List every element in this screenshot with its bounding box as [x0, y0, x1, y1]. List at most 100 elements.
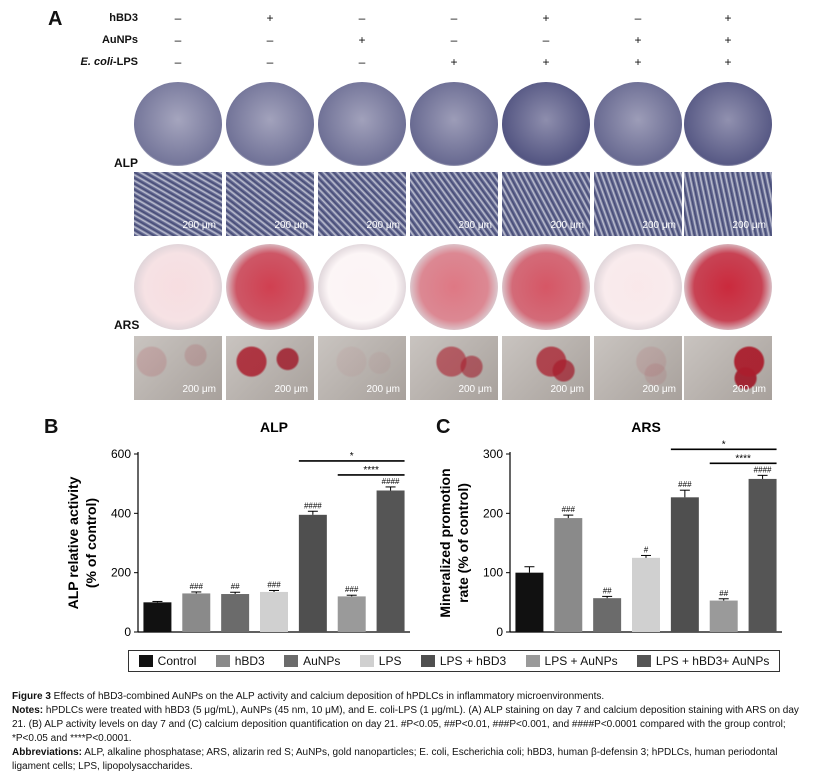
ars-sig-label: ####: [754, 465, 772, 474]
treatment-sign: –: [450, 11, 458, 25]
alp-sig-label: ###: [267, 580, 281, 589]
ars-micrograph: 200 μm: [134, 336, 222, 400]
ars-y-tick-label: 100: [483, 566, 503, 580]
alp-y-tick-label: 600: [111, 447, 131, 461]
ars-sig-bracket-label: ****: [735, 453, 751, 464]
panel-a-letter: A: [48, 8, 63, 30]
alp-bar-6: [376, 490, 405, 632]
ars-bar-2: [593, 598, 622, 632]
ars-y-tick-label: 200: [483, 506, 503, 520]
scale-bar-label: 200 μm: [642, 220, 676, 231]
ars-sig-label: ###: [562, 505, 576, 514]
ars-well-image: [594, 244, 682, 330]
ars-well-image: [318, 244, 406, 330]
scale-bar-label: 200 μm: [182, 220, 216, 231]
alp-y-axis-label: (% of control): [83, 498, 99, 588]
ars-y-axis-label: rate (% of control): [455, 483, 471, 603]
treatment-sign: –: [266, 55, 274, 69]
treatment-sign: +: [542, 55, 550, 69]
treatment-sign: +: [724, 55, 732, 69]
scale-bar-label: 200 μm: [642, 384, 676, 395]
scale-bar-label: 200 μm: [732, 220, 766, 231]
legend-label: hBD3: [234, 654, 265, 668]
legend-label: AuNPs: [303, 654, 341, 668]
treatment-sign: –: [174, 11, 182, 25]
treatment-sign: –: [450, 33, 458, 47]
ars-y-axis-label: Mineralized promotion: [437, 468, 453, 617]
caption-figure-line: Figure 3 Effects of hBD3-combined AuNPs …: [12, 690, 808, 704]
alp-sig-label: ####: [304, 501, 322, 510]
treatment-sign: +: [358, 33, 366, 47]
legend-label: Control: [157, 654, 197, 668]
treatment-sign: –: [634, 11, 642, 25]
ars-sig-label: #: [644, 545, 649, 554]
legend-item: LPS + hBD3: [420, 654, 507, 668]
ars-sig-label: ##: [719, 589, 728, 598]
caption-abbr-label: Abbreviations:: [12, 747, 83, 758]
caption-notes-label: Notes:: [12, 705, 44, 716]
legend-swatch: [215, 655, 230, 667]
caption-figure-label: Figure 3: [12, 691, 51, 702]
alp-row-label: ALP: [114, 156, 138, 170]
ars-bar-6: [748, 478, 777, 632]
alp-bar-4: [298, 514, 327, 632]
scale-bar-label: 200 μm: [458, 220, 492, 231]
ars-sig-label: ###: [678, 480, 692, 489]
treatment-sign: +: [634, 55, 642, 69]
caption-notes-line: Notes: hPDLCs were treated with hBD3 (5 …: [12, 704, 808, 746]
legend-item: LPS + hBD3+ AuNPs: [636, 654, 769, 668]
alp-micrograph: 200 μm: [594, 172, 682, 236]
ars-micrograph: 200 μm: [502, 336, 590, 400]
alp-sig-label: ####: [382, 477, 400, 486]
ars-well-image: [226, 244, 314, 330]
ars-bar-0: [515, 572, 544, 632]
ars-sig-bracket-label: *: [722, 439, 726, 450]
alp-y-tick-label: 0: [124, 625, 131, 639]
alp-well-image: [684, 82, 772, 166]
legend-item: AuNPs: [284, 654, 340, 668]
legend-item: LPS + AuNPs: [525, 654, 618, 668]
alp-chart-title: ALP: [260, 419, 288, 435]
alp-bar-2: [221, 594, 250, 632]
caption-figure-text: Effects of hBD3-combined AuNPs on the AL…: [50, 691, 605, 702]
ars-micrograph: 200 μm: [226, 336, 314, 400]
legend-label: LPS + hBD3: [439, 654, 507, 668]
ars-well-image: [410, 244, 498, 330]
scale-bar-label: 200 μm: [732, 384, 766, 395]
alp-sig-label: ###: [345, 585, 359, 594]
ars-chart-title: ARS: [631, 419, 661, 435]
ars-micrograph: 200 μm: [684, 336, 772, 400]
alp-bar-chart: ALP ALP relative activity (% of control) 0 2…: [65, 419, 410, 639]
ars-micrograph: 200 μm: [318, 336, 406, 400]
alp-sig-label: ##: [231, 582, 240, 591]
ars-well-image: [684, 244, 772, 330]
treatment-label: AuNPs: [101, 34, 138, 46]
alp-micrograph: 200 μm: [226, 172, 314, 236]
scale-bar-label: 200 μm: [274, 384, 308, 395]
ars-y-tick-label: 0: [496, 625, 503, 639]
alp-well-image: [410, 82, 498, 166]
treatment-sign: –: [174, 33, 182, 47]
ars-micrograph: 200 μm: [410, 336, 498, 400]
alp-micrograph: 200 μm: [684, 172, 772, 236]
ars-well-image: [502, 244, 590, 330]
caption-abbr-line: Abbreviations: ALP, alkaline phosphatase…: [12, 746, 808, 774]
ars-bar-3: [632, 557, 660, 632]
scale-bar-label: 200 μm: [366, 384, 400, 395]
alp-y-axis-label: ALP relative activity: [65, 476, 81, 609]
alp-sig-bracket-label: *: [350, 451, 354, 462]
legend-swatch: [284, 655, 299, 667]
treatment-sign: +: [724, 33, 732, 47]
scale-bar-label: 200 μm: [366, 220, 400, 231]
ars-bar-5: [709, 600, 738, 632]
alp-y-tick-label: 200: [111, 566, 131, 580]
panel-c-letter: C: [436, 416, 451, 438]
alp-sig-bracket-label: ****: [363, 465, 379, 476]
treatment-label: hBD3: [109, 12, 138, 24]
treatment-sign: –: [266, 33, 274, 47]
treatment-sign: –: [174, 55, 182, 69]
alp-y-tick-label: 400: [111, 506, 131, 520]
legend-swatch: [138, 655, 153, 667]
alp-well-image: [226, 82, 314, 166]
caption-abbr-text: ALP, alkaline phosphatase; ARS, alizarin…: [12, 747, 778, 772]
